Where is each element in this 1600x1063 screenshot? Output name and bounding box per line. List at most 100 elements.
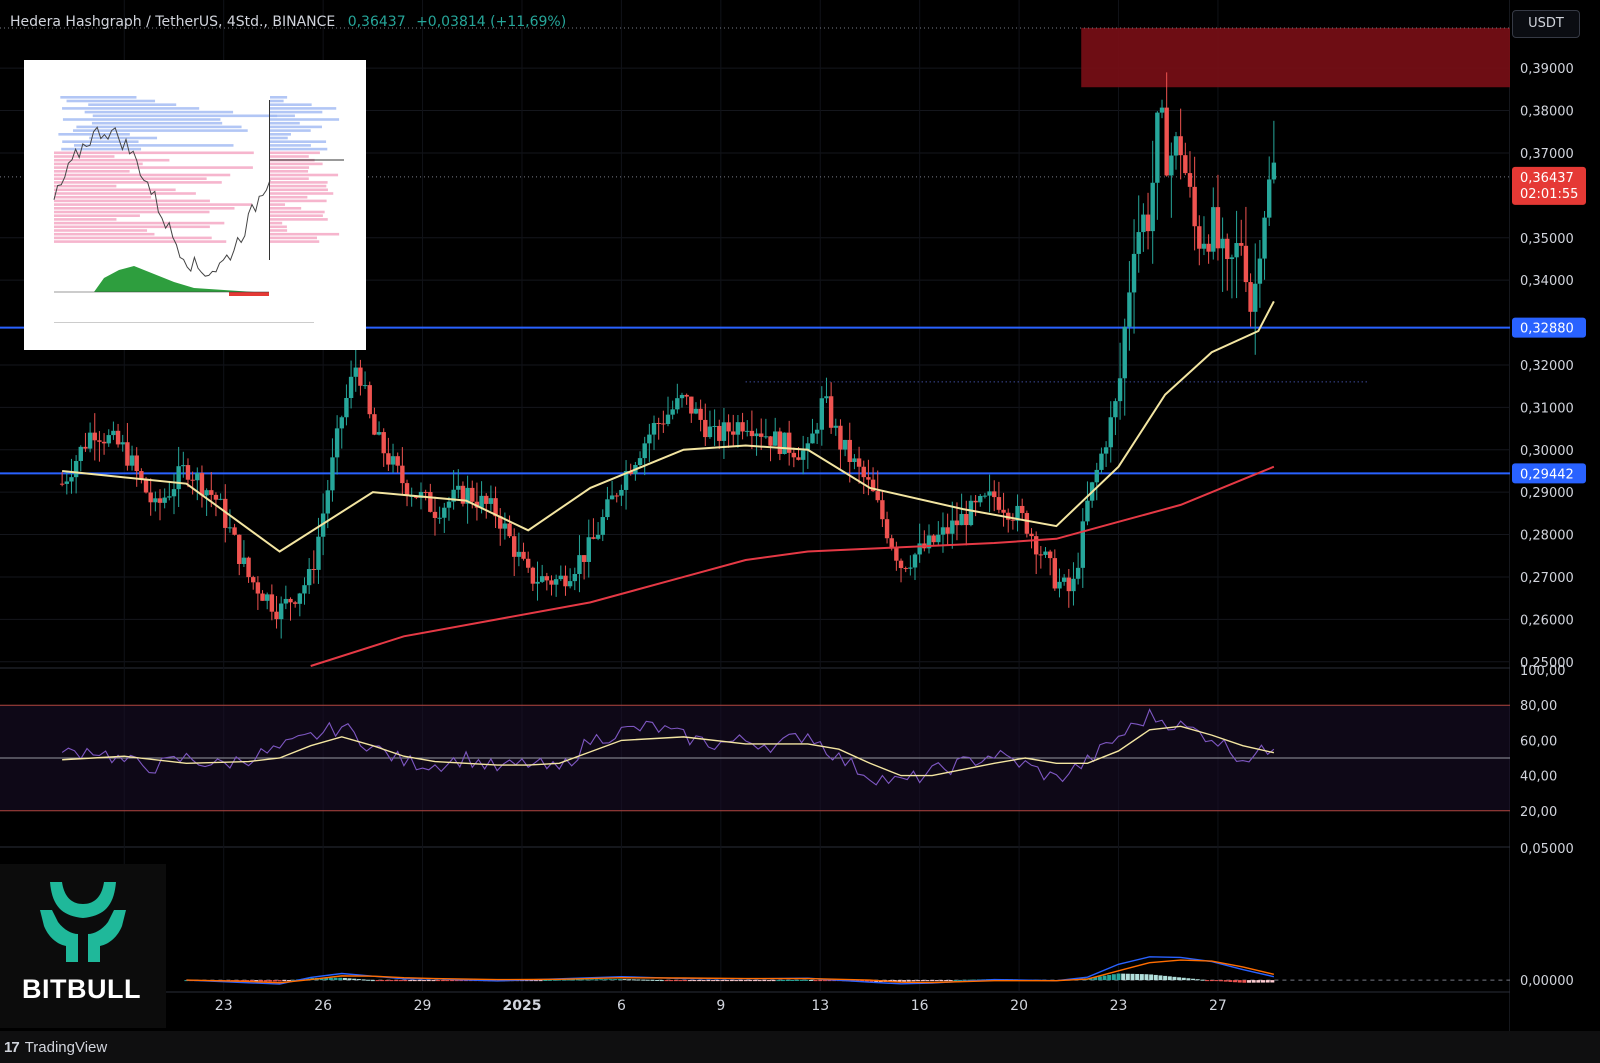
bearish-candle <box>717 425 722 441</box>
macd-histogram-bar <box>412 980 417 982</box>
bull-horns-icon <box>40 882 126 962</box>
bearish-candle <box>786 432 792 453</box>
bullish-candle <box>721 422 727 441</box>
bullish-candle <box>316 536 321 570</box>
bullish-candle <box>1117 378 1123 402</box>
bullish-candle <box>106 435 111 444</box>
macd-histogram-bar <box>739 980 744 982</box>
inset-liquidation-bar <box>54 170 130 173</box>
time-tick-label: 9 <box>716 998 725 1014</box>
bar-countdown: 02:01:55 <box>1520 187 1578 202</box>
bullish-candle <box>978 495 983 503</box>
bearish-candle <box>689 396 694 414</box>
bearish-candle <box>1033 536 1039 555</box>
bearish-candle <box>484 495 489 504</box>
bullish-candle <box>670 409 675 415</box>
bullish-candle <box>782 432 787 454</box>
inset-liquidation-bar <box>54 162 143 166</box>
rsi-tick-label: 60,00 <box>1520 734 1557 749</box>
bearish-candle <box>889 538 894 548</box>
bullish-candle <box>693 408 699 414</box>
liquidation-heatmap-inset <box>24 60 366 350</box>
macd-histogram-bar <box>743 980 748 982</box>
macd-histogram-bar <box>790 979 795 981</box>
macd-histogram-bar <box>1144 974 1149 981</box>
bullish-candle <box>833 425 838 428</box>
bearish-candle <box>134 455 139 472</box>
inset-liquidation-bar <box>54 188 176 192</box>
bullish-candle <box>1150 182 1155 232</box>
macd-histogram-bar <box>636 979 641 981</box>
macd-histogram-bar <box>580 979 585 981</box>
macd-histogram-bar <box>571 979 576 981</box>
macd-histogram-bar <box>408 980 413 982</box>
last-price-badge <box>1512 166 1586 205</box>
macd-histogram-bar <box>1214 980 1219 982</box>
macd-histogram-bar <box>347 978 352 981</box>
bearish-candle <box>404 483 410 497</box>
inset-liquidation-bar <box>92 114 278 118</box>
inset-liquidation-bar <box>62 118 221 121</box>
bullish-candle <box>320 513 326 537</box>
bullish-candle <box>1201 243 1207 249</box>
macd-histogram-bar <box>263 980 268 982</box>
inset-liquidation-bar <box>88 103 177 106</box>
bearish-candle <box>549 580 554 585</box>
bearish-candle <box>143 478 149 493</box>
bullish-candle <box>1103 447 1109 454</box>
macd-histogram-bar <box>352 978 357 981</box>
inset-profile-bar <box>270 96 288 99</box>
bullish-candle <box>162 497 167 503</box>
inset-liquidation-bar <box>54 195 152 199</box>
bullish-candle <box>1173 136 1179 156</box>
level-price-value: 0,29442 <box>1520 467 1574 482</box>
macd-histogram-bar <box>762 980 767 982</box>
inset-profile-bar <box>270 207 302 210</box>
currency-button[interactable]: USDT <box>1512 10 1580 38</box>
bearish-candle <box>791 452 797 458</box>
bullish-candle <box>968 500 974 526</box>
symbol-name[interactable]: Hedera Hashgraph / TetherUS, 4Std., BINA… <box>10 14 336 30</box>
bullish-candle <box>64 481 70 484</box>
bearish-candle <box>148 492 153 503</box>
inset-profile-bar <box>270 151 320 155</box>
symbol-header[interactable]: Hedera Hashgraph / TetherUS, 4Std., BINA… <box>10 14 566 30</box>
macd-histogram-bar <box>277 980 282 982</box>
bullish-candle <box>805 443 811 451</box>
macd-histogram-bar <box>892 980 897 982</box>
macd-histogram-bar <box>1200 979 1205 981</box>
bearish-candle <box>358 367 363 386</box>
bullish-candle <box>78 446 83 461</box>
macd-histogram-bar <box>916 980 921 982</box>
macd-histogram-bar <box>785 980 790 982</box>
price-tick-label: 0,27000 <box>1520 571 1574 586</box>
bullish-candle <box>353 367 358 377</box>
macd-histogram-bar <box>338 977 343 981</box>
level-price-badge <box>1512 317 1586 338</box>
macd-histogram-bar <box>575 979 580 981</box>
macd-histogram-bar <box>766 980 771 982</box>
inset-liquidation-bar <box>54 225 210 229</box>
macd-histogram-bar <box>529 980 534 982</box>
bullish-candle <box>1229 257 1235 260</box>
bearish-candle <box>251 577 256 583</box>
tradingview-logo[interactable]: 17 TradingView <box>4 1039 107 1056</box>
inset-liquidation-bar <box>62 107 200 110</box>
bearish-candle <box>591 537 596 539</box>
bearish-candle <box>1145 214 1151 232</box>
bearish-candle <box>1006 512 1011 520</box>
bearish-candle <box>1029 533 1034 537</box>
price-tick-label: 0,29000 <box>1520 486 1574 501</box>
bearish-candle <box>292 602 298 604</box>
bearish-candle <box>521 551 526 559</box>
inset-liquidation-bar <box>62 140 139 143</box>
level-price-value: 0,32880 <box>1520 322 1574 337</box>
macd-histogram-bar <box>1265 980 1270 983</box>
inset-liquidation-bar <box>89 136 158 140</box>
macd-histogram-bar <box>375 980 380 982</box>
macd-histogram-bar <box>268 980 273 982</box>
rsi-tick-label: 80,00 <box>1520 699 1557 714</box>
price-change: +0,03814 (+11,69%) <box>416 14 567 30</box>
inset-liquidation-bar <box>84 110 234 114</box>
macd-histogram-bar <box>361 979 366 981</box>
